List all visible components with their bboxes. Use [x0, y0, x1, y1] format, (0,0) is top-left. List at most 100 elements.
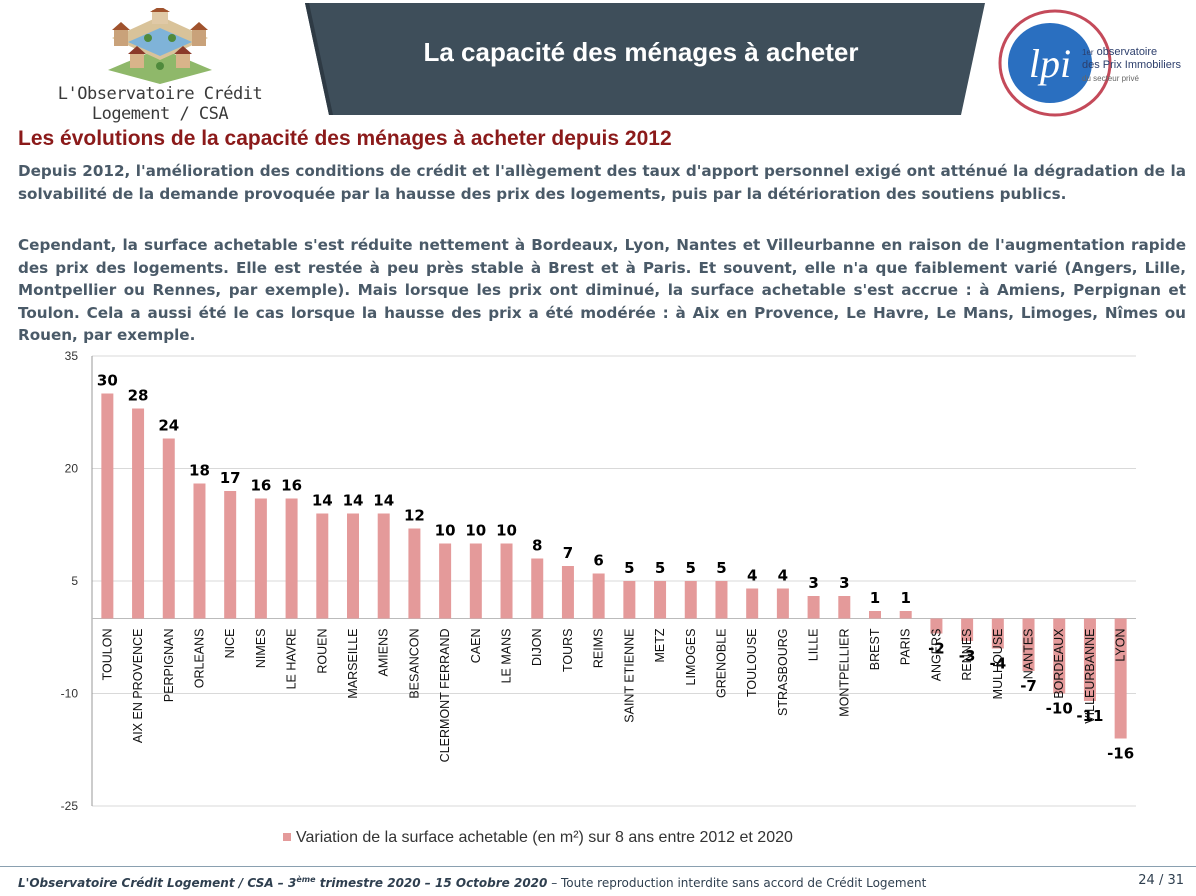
value-label: 10: [465, 522, 486, 540]
bar: [623, 581, 636, 619]
category-label: BORDEAUX: [1052, 628, 1066, 699]
bar: [254, 498, 267, 619]
bar: [162, 438, 175, 619]
value-label: 4: [778, 567, 788, 585]
y-tick-label: 35: [65, 349, 79, 363]
value-label: 14: [373, 492, 394, 510]
category-label: AIX EN PROVENCE: [131, 629, 145, 744]
section-subtitle: Les évolutions de la capacité des ménage…: [18, 127, 672, 150]
bar: [316, 513, 329, 619]
bar: [500, 543, 513, 619]
bar: [561, 566, 574, 619]
value-label: 5: [716, 559, 726, 577]
category-label: TOURS: [561, 629, 575, 673]
y-tick-label: -25: [61, 799, 79, 813]
chart-bars: [101, 393, 1127, 739]
houses-logo-icon: [108, 8, 212, 84]
lpi-superscript: 1er: [1082, 48, 1094, 57]
value-label: -11: [1076, 707, 1103, 725]
bar: [684, 581, 697, 619]
title-banner: [305, 3, 985, 115]
footer-source: L'Observatoire Crédit Logement / CSA – 3…: [18, 875, 926, 890]
lpi-line3: du secteur privé: [1082, 74, 1139, 83]
category-label: PERPIGNAN: [162, 629, 176, 703]
category-label: ORLEANS: [192, 629, 206, 689]
lpi-line1: observatoire: [1096, 46, 1158, 58]
category-label: BESANCON: [407, 629, 421, 699]
bar: [746, 588, 759, 619]
bar: [132, 408, 145, 619]
footer-source-date: trimestre 2020 – 15 Octobre 2020: [315, 876, 548, 890]
category-label: PARIS: [899, 629, 913, 666]
category-label: ROUEN: [315, 629, 329, 674]
bar: [838, 596, 851, 619]
bar: [439, 543, 452, 619]
bar: [899, 611, 912, 619]
page-title: La capacité des ménages à acheter: [423, 37, 859, 67]
value-label: -16: [1107, 745, 1134, 763]
value-label: -10: [1046, 700, 1073, 718]
footer-sup: ème: [296, 875, 316, 884]
bar: [469, 543, 482, 619]
value-label: 5: [686, 559, 696, 577]
category-label: TOULOUSE: [745, 629, 759, 698]
bar: [193, 483, 206, 619]
value-label: 24: [158, 417, 179, 435]
lpi-caption: 1er observatoire des Prix Immobiliers du…: [1082, 46, 1181, 85]
value-label: 3: [839, 574, 849, 592]
bar: [285, 498, 298, 619]
category-label: NICE: [223, 629, 237, 659]
category-label: LYON: [1114, 629, 1128, 662]
y-tick-label: 5: [71, 574, 78, 588]
value-label: 16: [250, 477, 271, 495]
category-label: NANTES: [1022, 629, 1036, 680]
legend-label: Variation de la surface achetable (en m²…: [296, 829, 793, 846]
footer-divider: [0, 866, 1196, 867]
bar: [654, 581, 667, 619]
value-label: -7: [1020, 677, 1037, 695]
value-label: 16: [281, 477, 302, 495]
value-label: 17: [220, 469, 241, 487]
bar: [869, 611, 881, 619]
category-label: DIJON: [530, 629, 544, 667]
value-label: 5: [655, 559, 665, 577]
category-label: SAINT ETIENNE: [622, 629, 636, 723]
bar: [224, 491, 237, 619]
footer-notice: – Toute reproduction interdite sans acco…: [547, 876, 927, 890]
category-label: ANGERS: [929, 629, 943, 682]
value-label: 7: [563, 544, 573, 562]
lpi-mark-text: lpi: [1029, 41, 1071, 86]
bar: [991, 618, 1004, 649]
bar: [807, 596, 820, 619]
footer-source-prefix: L'Observatoire Crédit Logement / CSA – 3: [18, 876, 297, 890]
value-label: -4: [989, 655, 1006, 673]
value-label: 6: [593, 552, 603, 570]
value-label: 5: [624, 559, 634, 577]
category-label: VILLEURBANNE: [1083, 629, 1097, 724]
value-label: 1: [870, 589, 880, 607]
bar: [592, 573, 605, 619]
category-label: CLERMONT FERRAND: [438, 629, 452, 763]
paragraph-2: Cependant, la surface achetable s'est ré…: [18, 236, 1186, 344]
y-tick-label: 20: [65, 462, 79, 476]
category-label: AMIENS: [377, 629, 391, 677]
category-label: METZ: [653, 628, 667, 662]
lpi-logo: lpi: [998, 9, 1112, 117]
page-number: 24 / 31: [1138, 873, 1184, 888]
category-label: MARSEILLE: [346, 629, 360, 699]
bar: [408, 528, 421, 619]
category-label: LIMOGES: [684, 629, 698, 686]
bar: [715, 581, 728, 619]
value-label: 30: [97, 372, 118, 390]
value-label: 14: [312, 492, 333, 510]
bar: [961, 618, 974, 641]
bar: [101, 393, 114, 619]
value-label: 1: [900, 589, 910, 607]
value-label: 10: [435, 522, 456, 540]
value-labels: 30 28 24 18 17 16 16 14 14 14 12 10 10 10 8 7 6 5 5 5 5 4 4 3 3 1…: [97, 372, 1134, 763]
value-label: -3: [959, 647, 976, 665]
value-label: 14: [343, 492, 364, 510]
category-label: CAEN: [469, 629, 483, 664]
paragraph-1: Depuis 2012, l'amélioration des conditio…: [18, 162, 1186, 203]
category-label: TOULON: [100, 629, 114, 681]
